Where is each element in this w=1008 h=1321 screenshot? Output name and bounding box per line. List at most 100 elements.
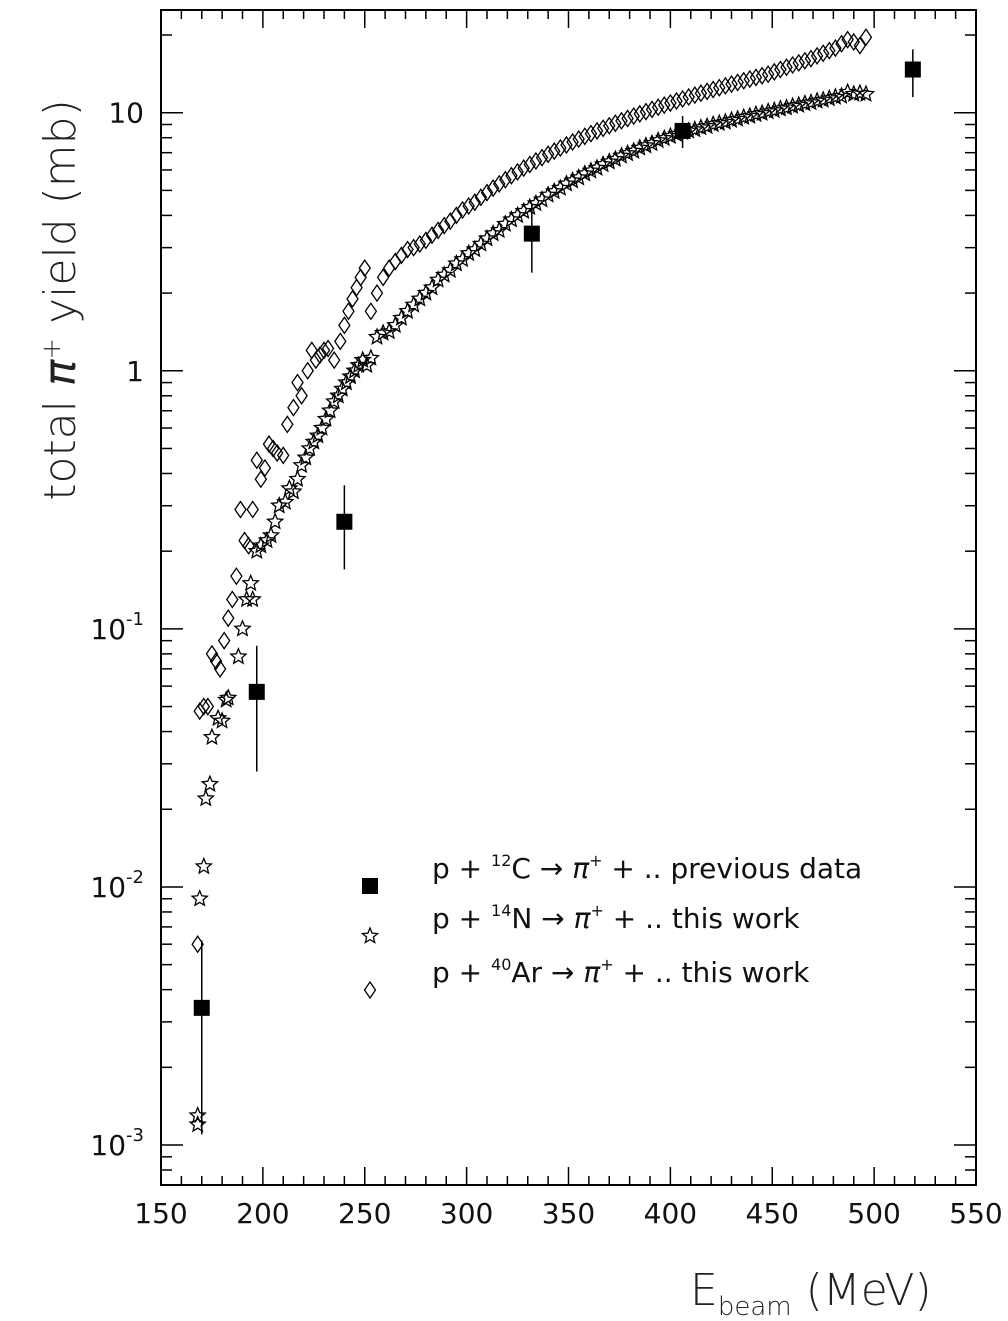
diamond-point	[419, 231, 433, 250]
star-point	[508, 205, 527, 224]
star-point	[704, 114, 723, 133]
y-tick-label: 10-3	[90, 1125, 144, 1162]
star-point	[569, 167, 588, 186]
x-axis-title-sub: beam	[718, 1292, 792, 1321]
star-point	[716, 112, 735, 130]
diamond-point	[657, 95, 671, 115]
diamond-point	[560, 135, 573, 155]
diamond-point	[321, 339, 335, 358]
star-point	[194, 856, 214, 875]
star-point	[789, 95, 808, 113]
star-point	[353, 350, 372, 368]
diamond-point	[250, 451, 264, 470]
diamond-point	[829, 38, 842, 58]
star-point	[606, 149, 625, 168]
x-tick-label: 500	[847, 1197, 900, 1230]
diamond-point	[810, 46, 824, 66]
diamond-point	[364, 302, 378, 321]
diamond-point	[682, 87, 696, 107]
star-point	[630, 138, 650, 156]
diamond-point	[317, 341, 331, 360]
star-point	[758, 101, 778, 120]
star-point	[296, 448, 315, 466]
diamond-point	[651, 98, 665, 117]
star-point	[212, 711, 232, 729]
diamond-point	[205, 644, 219, 664]
star-point	[243, 589, 262, 608]
x-tick-label: 400	[644, 1197, 697, 1230]
legend-marker-diamond	[363, 980, 377, 1000]
diamond-point	[254, 470, 268, 489]
star-point	[544, 181, 564, 200]
star-point	[765, 100, 784, 119]
star-point	[838, 82, 857, 101]
diamond-point	[395, 246, 408, 265]
star-point	[269, 495, 289, 514]
star-point	[229, 646, 248, 665]
legend-marker-star	[360, 926, 380, 944]
diamond-point	[425, 226, 439, 245]
star-point	[345, 361, 364, 379]
x-tick-label: 350	[542, 1197, 595, 1230]
star-point	[251, 536, 270, 554]
diamond-point	[554, 138, 567, 158]
star-point	[856, 84, 876, 102]
diamond-point	[197, 697, 211, 716]
diamond-point	[450, 206, 463, 225]
x-tick-labels: 150 200 250 300 350 400 450 500 550	[134, 1197, 1002, 1230]
diamond-point	[468, 193, 482, 212]
diamond-point	[295, 386, 308, 405]
diamond-point	[737, 71, 751, 90]
star-point	[373, 323, 393, 341]
diamond-point	[578, 127, 592, 146]
diamond-point	[547, 141, 561, 161]
diamond-point	[234, 500, 247, 519]
diamond-point	[804, 49, 818, 68]
star-point	[728, 109, 747, 127]
x-axis-title: Ebeam (MeV)	[690, 1265, 932, 1321]
diamond-point	[523, 155, 537, 174]
star-point	[247, 541, 267, 559]
star-point	[320, 401, 340, 419]
y-tick-label: 10-1	[90, 609, 144, 646]
star-point	[337, 372, 356, 391]
diamond-point	[535, 148, 549, 167]
star-point	[434, 265, 454, 283]
star-point	[612, 146, 631, 164]
diamond-point	[209, 651, 223, 671]
diamond-point	[217, 631, 231, 650]
diamond-point	[334, 332, 347, 351]
diamond-point	[354, 268, 367, 287]
star-point	[532, 189, 552, 208]
star-point	[777, 98, 796, 116]
diamond-point	[258, 458, 272, 478]
star-point	[648, 130, 668, 149]
diamond-point	[376, 268, 390, 287]
diamond-point	[664, 93, 677, 113]
star-point	[398, 301, 417, 320]
star-point	[551, 178, 570, 196]
star-point	[404, 295, 423, 313]
diamond-point	[835, 34, 848, 53]
legend-label: p + 14N → π+ + .. this work	[432, 901, 800, 935]
diamond-point	[596, 119, 610, 138]
star-point	[218, 688, 238, 706]
star-point	[820, 88, 839, 107]
star-point	[257, 530, 277, 549]
star-point	[196, 788, 216, 807]
diamond-point	[823, 41, 836, 60]
star-point	[341, 366, 360, 385]
diamond-point	[327, 350, 341, 370]
star-point	[316, 409, 336, 427]
square-point	[193, 999, 210, 1016]
star-point	[367, 327, 387, 345]
star-point	[471, 234, 491, 252]
diamond-point	[706, 80, 720, 99]
diamond-point	[431, 221, 445, 240]
diamond-point	[816, 44, 830, 63]
diamond-point	[615, 111, 628, 130]
star-point	[428, 270, 448, 288]
diamond-point	[590, 121, 604, 141]
star-point	[710, 113, 729, 132]
star-point	[459, 243, 478, 262]
